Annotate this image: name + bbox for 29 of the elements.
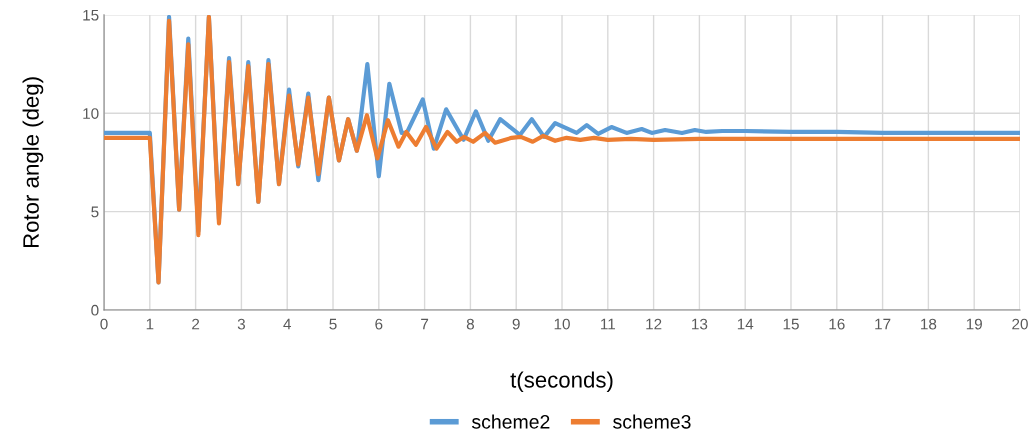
x-tick-label: 7	[421, 318, 429, 330]
x-axis-title: t(seconds)	[510, 371, 613, 393]
x-tick-label: 0	[100, 318, 108, 330]
x-tick-label: 9	[512, 318, 520, 330]
x-tick-label: 17	[875, 318, 891, 330]
x-tick-label: 15	[783, 318, 799, 330]
x-tick-label: 5	[329, 318, 337, 330]
y-axis-title: Rotor angle (deg)	[22, 77, 44, 248]
x-tick-label: 1	[146, 318, 154, 330]
x-tick-label: 12	[646, 318, 662, 330]
y-tick-label: 15	[83, 9, 99, 21]
x-tick-label: 6	[375, 318, 383, 330]
x-tick-label: 16	[829, 318, 845, 330]
x-tick-label: 2	[192, 318, 200, 330]
legend-label: scheme2	[471, 414, 550, 429]
x-tick-label: 13	[692, 318, 708, 330]
legend-label: scheme3	[613, 414, 691, 429]
x-tick-label: 14	[737, 318, 754, 330]
x-tick-label: 11	[601, 318, 615, 330]
x-tick-label: 20	[1012, 318, 1028, 330]
x-tick-label: 19	[966, 318, 982, 330]
y-tick-label: 5	[91, 206, 99, 218]
x-tick-label: 3	[237, 318, 245, 330]
x-tick-label: 18	[921, 318, 937, 330]
y-tick-label: 0	[91, 304, 99, 316]
y-tick-label: 10	[83, 108, 99, 119]
x-tick-label: 10	[554, 318, 570, 330]
x-tick-label: 8	[466, 318, 474, 330]
x-tick-label: 4	[283, 318, 292, 330]
